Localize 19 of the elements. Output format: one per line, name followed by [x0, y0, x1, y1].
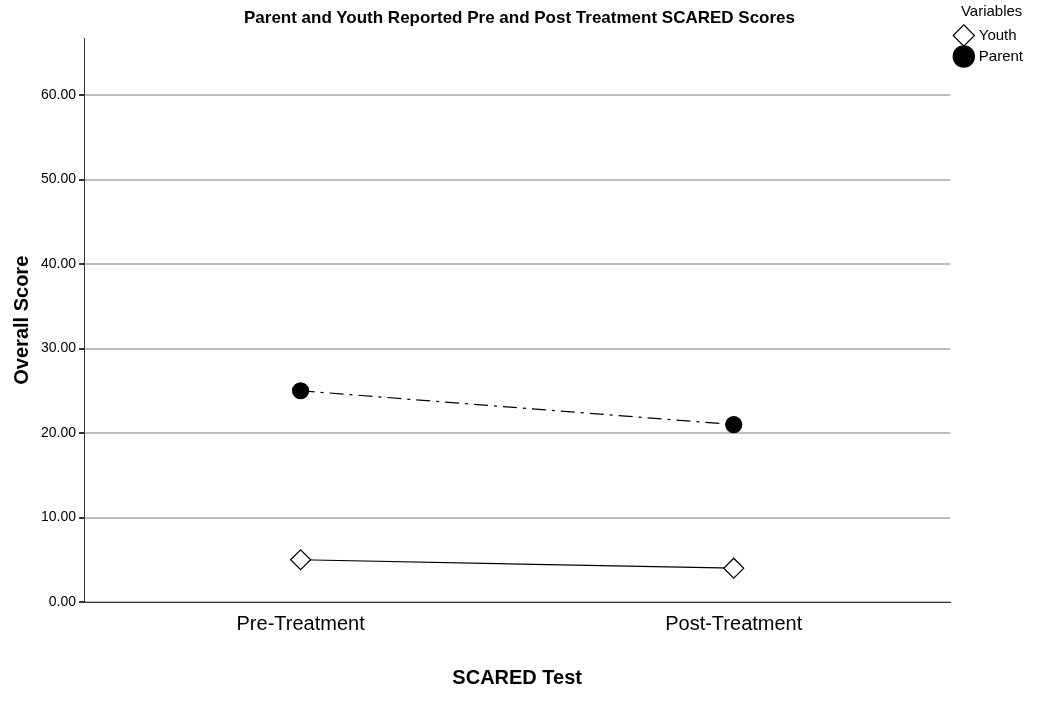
point: [725, 415, 743, 434]
legend-label: Parent: [978, 46, 1024, 64]
y-tick-label: 10.00: [40, 508, 77, 525]
point: [292, 382, 310, 400]
point: [723, 557, 745, 579]
y-tick-label: 60.00: [40, 85, 77, 102]
y-axis-title: Overall Score: [9, 255, 32, 385]
y-tick-label: 30.00: [40, 339, 77, 356]
y-tick-label: 50.00: [40, 170, 77, 187]
y-tick-label: 0.00: [48, 592, 77, 609]
x-tick-label: Pre-Treatment: [236, 611, 366, 634]
legend-title: Variables: [960, 1, 1023, 19]
legend-label: Youth: [978, 25, 1017, 43]
chart-title: Parent and Youth Reported Pre and Post Treatment SCARED Scores: [243, 7, 796, 27]
x-axis-title: SCARED Test: [452, 665, 583, 688]
y-tick-label: 20.00: [40, 423, 77, 440]
x-tick-label: Post-Treatment: [665, 611, 803, 634]
point: [290, 549, 312, 571]
y-tick-label: 40.00: [40, 254, 77, 271]
